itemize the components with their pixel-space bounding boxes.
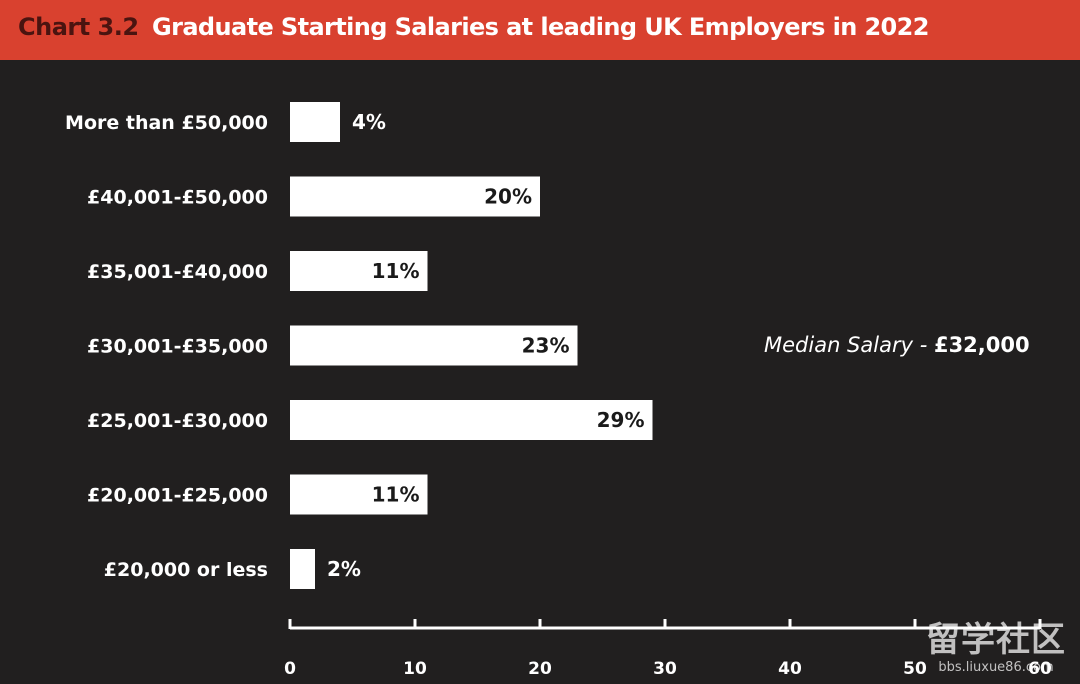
category-label: £35,001-£40,000 <box>87 261 268 283</box>
x-tick-label: 20 <box>528 659 552 679</box>
watermark: 留学社区 bbs.liuxue86.com <box>926 620 1066 676</box>
median-salary-note: Median Salary - £32,000 <box>764 333 1030 357</box>
x-tick-label: 10 <box>403 659 427 679</box>
data-label: 2% <box>327 557 361 581</box>
data-label: 20% <box>484 185 532 209</box>
bar <box>290 176 540 217</box>
title-bar: Chart 3.2 Graduate Starting Salaries at … <box>0 0 1080 60</box>
chart-number: Chart 3.2 <box>18 13 139 41</box>
bar <box>290 400 653 440</box>
x-tick-label: 0 <box>284 659 296 679</box>
median-salary-value: £32,000 <box>933 333 1030 357</box>
data-label: 29% <box>597 408 645 432</box>
median-salary-prefix: Median Salary - <box>764 333 934 357</box>
bar <box>290 474 428 515</box>
chart-title: Graduate Starting Salaries at leading UK… <box>152 13 929 41</box>
x-tick-label: 30 <box>653 659 677 679</box>
data-label: 4% <box>352 110 386 134</box>
watermark-url: bbs.liuxue86.com <box>938 660 1054 675</box>
bar <box>290 102 340 142</box>
bar <box>290 251 428 291</box>
data-label: 23% <box>522 334 570 358</box>
category-label: £25,001-£30,000 <box>87 410 268 432</box>
x-tick-label: 60 <box>1028 659 1052 679</box>
x-tick-label: 40 <box>778 659 802 679</box>
category-label: £40,001-£50,000 <box>87 187 268 209</box>
data-label: 11% <box>372 483 420 507</box>
category-label: £30,001-£35,000 <box>87 336 268 358</box>
x-tick-label: 50 <box>903 659 927 679</box>
bar <box>290 549 315 589</box>
category-label: More than £50,000 <box>65 112 268 134</box>
watermark-logo: 留学社区 <box>926 620 1066 660</box>
bar <box>290 325 578 366</box>
category-label: £20,000 or less <box>104 559 268 581</box>
category-label: £20,001-£25,000 <box>87 485 268 507</box>
data-label: 11% <box>372 259 420 283</box>
